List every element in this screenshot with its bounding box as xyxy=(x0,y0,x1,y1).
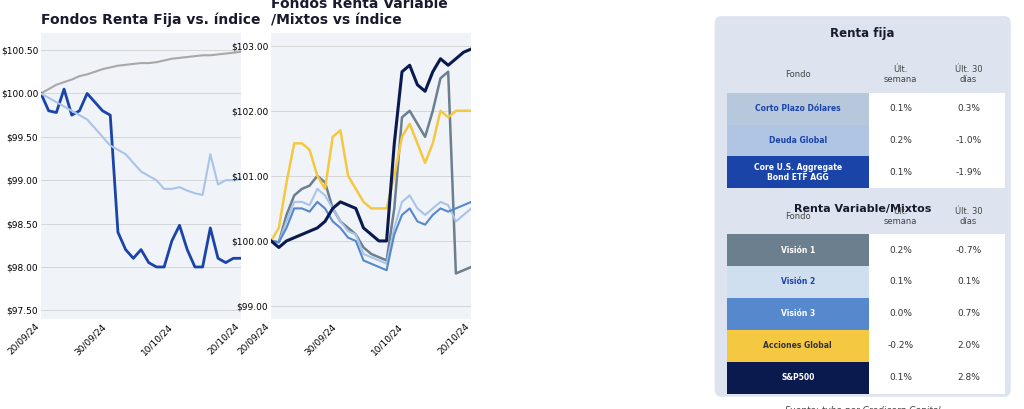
Bar xyxy=(932,298,1005,330)
Bar xyxy=(727,298,868,330)
Text: Renta fija: Renta fija xyxy=(830,27,895,40)
Bar xyxy=(727,157,868,189)
Text: 0.1%: 0.1% xyxy=(889,373,912,382)
Bar xyxy=(868,124,932,157)
Bar xyxy=(868,266,932,298)
Text: -0.2%: -0.2% xyxy=(888,341,913,350)
Bar xyxy=(727,266,868,298)
Bar xyxy=(932,330,1005,362)
Text: 0.1%: 0.1% xyxy=(957,277,980,286)
Text: 0.1%: 0.1% xyxy=(889,168,912,177)
Bar xyxy=(727,234,868,266)
Text: Deuda Global: Deuda Global xyxy=(769,136,826,145)
Text: 2.0%: 2.0% xyxy=(957,341,980,350)
Bar xyxy=(868,298,932,330)
Text: Últ. 30
días: Últ. 30 días xyxy=(954,65,982,84)
Text: -1.9%: -1.9% xyxy=(955,168,982,177)
Text: Visión 1: Visión 1 xyxy=(780,245,815,254)
Text: Core U.S. Aggregate
Bond ETF AGG: Core U.S. Aggregate Bond ETF AGG xyxy=(754,163,842,182)
Text: Renta Variable/Mixtos: Renta Variable/Mixtos xyxy=(794,204,932,214)
Text: 0.2%: 0.2% xyxy=(889,245,912,254)
Bar xyxy=(932,362,1005,393)
Bar xyxy=(932,157,1005,189)
Text: 0.1%: 0.1% xyxy=(889,277,912,286)
Bar xyxy=(868,92,932,124)
Text: Fondos Renta Fija vs. índice: Fondos Renta Fija vs. índice xyxy=(41,13,260,27)
Bar xyxy=(932,124,1005,157)
Text: 0.3%: 0.3% xyxy=(957,104,980,113)
Text: 0.1%: 0.1% xyxy=(889,104,912,113)
Text: -0.7%: -0.7% xyxy=(955,245,982,254)
Text: Últ.
semana: Últ. semana xyxy=(884,65,918,84)
Bar xyxy=(727,330,868,362)
Bar xyxy=(868,330,932,362)
Bar xyxy=(727,200,1005,233)
Text: Fondo: Fondo xyxy=(785,70,811,79)
Bar xyxy=(727,58,1005,91)
Text: 2.8%: 2.8% xyxy=(957,373,980,382)
Bar xyxy=(932,266,1005,298)
Bar xyxy=(727,362,868,393)
Bar xyxy=(727,124,868,157)
Text: 0.7%: 0.7% xyxy=(957,309,980,318)
Text: Corto Plazo Dólares: Corto Plazo Dólares xyxy=(755,104,841,113)
Text: Visión 2: Visión 2 xyxy=(780,277,815,286)
Bar xyxy=(868,234,932,266)
Text: S&P500: S&P500 xyxy=(781,373,814,382)
Text: Fuente: tyba por Credicorp Capital: Fuente: tyba por Credicorp Capital xyxy=(785,407,940,409)
Text: Visión 3: Visión 3 xyxy=(780,309,815,318)
Bar xyxy=(868,362,932,393)
Text: 0.2%: 0.2% xyxy=(889,136,912,145)
Text: Acciones Global: Acciones Global xyxy=(764,341,833,350)
Text: -1.0%: -1.0% xyxy=(955,136,982,145)
Bar xyxy=(932,92,1005,124)
FancyBboxPatch shape xyxy=(715,16,1011,397)
Text: Fondo: Fondo xyxy=(785,212,811,221)
Bar xyxy=(727,92,868,124)
Text: Fondos Renta Variable
/Mixtos vs índice: Fondos Renta Variable /Mixtos vs índice xyxy=(271,0,447,27)
Bar xyxy=(868,157,932,189)
Text: 0.0%: 0.0% xyxy=(889,309,912,318)
Bar xyxy=(932,234,1005,266)
Text: Últ. 30
días: Últ. 30 días xyxy=(954,207,982,226)
Text: Últ.
semana: Últ. semana xyxy=(884,207,918,226)
